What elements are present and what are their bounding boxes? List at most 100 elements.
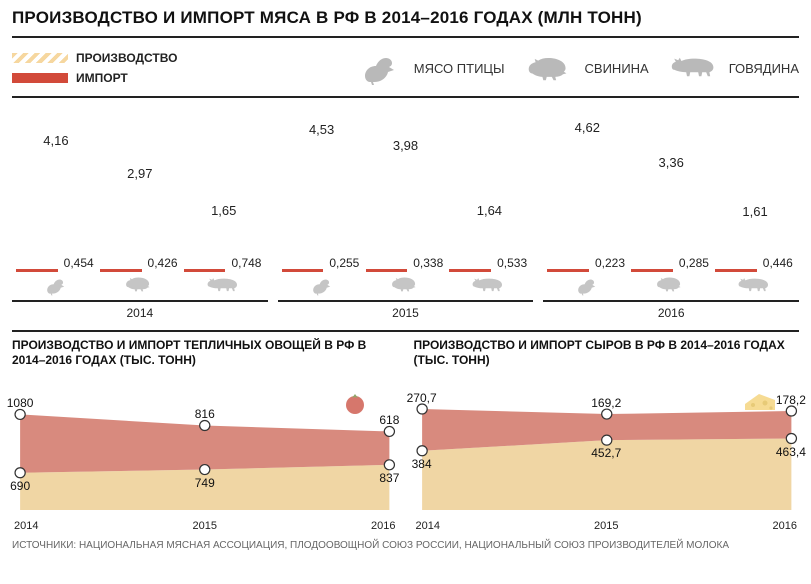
value-import: 0,454: [28, 256, 94, 270]
year-label: 2015: [278, 306, 534, 320]
category-pork: СВИНИНА: [527, 50, 649, 86]
value-import: 1080: [7, 396, 34, 410]
axis-year: 2015: [594, 520, 618, 532]
veg-chart-title: ПРОИЗВОДСТВО И ИМПОРТ ТЕПЛИЧНЫХ ОВОЩЕЙ В…: [12, 338, 398, 370]
swatch-import: [12, 73, 68, 83]
divider: [543, 300, 799, 302]
bar-group: 1,65 0,748: [184, 203, 264, 272]
category-poultry-label: МЯСО ПТИЦЫ: [414, 61, 505, 76]
bar-group: 4,53 0,255: [282, 122, 362, 272]
bar-group: 1,61 0,446: [715, 204, 795, 272]
marker-import: [786, 406, 796, 416]
legend-import: ИМПОРТ: [12, 71, 177, 85]
value-production: 1,65: [184, 203, 264, 218]
value-production: 1,64: [449, 203, 529, 218]
pork-icon: [631, 276, 711, 296]
divider: [278, 300, 534, 302]
value-production: 463,4: [776, 445, 806, 459]
marker-import: [417, 404, 427, 414]
year-label: 2014: [12, 306, 268, 320]
pig-icon: [527, 50, 575, 86]
bar-group: 4,62 0,223: [547, 120, 627, 272]
marker-production: [601, 435, 611, 445]
value-import: 270,7: [407, 391, 437, 405]
category-beef-label: ГОВЯДИНА: [729, 61, 799, 76]
year-block: 4,62 0,223 3,36 0,285 1,61 0,446 2016: [543, 104, 799, 320]
year-block: 4,53 0,255 3,98 0,338 1,64 0,533 2015: [278, 104, 534, 320]
marker-production: [15, 468, 25, 478]
value-import: 0,533: [461, 256, 527, 270]
value-production: 4,62: [547, 120, 627, 135]
value-production: 749: [195, 476, 215, 490]
value-import: 0,748: [195, 256, 261, 270]
category-poultry: МЯСО ПТИЦЫ: [356, 50, 505, 86]
bar-group: 1,64 0,533: [449, 203, 529, 272]
value-production: 3,98: [366, 138, 446, 153]
marker-production: [200, 465, 210, 475]
pork-icon: [366, 276, 446, 296]
marker-production: [384, 460, 394, 470]
value-production: 2,97: [100, 166, 180, 181]
pork-icon: [100, 276, 180, 296]
legend-import-label: ИМПОРТ: [76, 71, 128, 85]
bar-group: 4,16 0,454: [16, 133, 96, 272]
beef-icon: [449, 276, 529, 296]
bar-group: 3,98 0,338: [366, 138, 446, 272]
value-import: 0,223: [559, 256, 625, 270]
beef-icon: [715, 276, 795, 296]
marker-production: [786, 434, 796, 444]
axis-year: 2014: [416, 520, 440, 532]
swatch-production: [12, 53, 68, 63]
value-import: 0,255: [293, 256, 359, 270]
axis-year: 2015: [193, 520, 217, 532]
marker-import: [200, 420, 210, 430]
bar-group: 3,36 0,285: [631, 155, 711, 272]
source-text: ИСТОЧНИКИ: НАЦИОНАЛЬНАЯ МЯСНАЯ АССОЦИАЦИ…: [12, 540, 799, 551]
marker-import: [601, 409, 611, 419]
year-block: 4,16 0,454 2,97 0,426 1,65 0,748 2014: [12, 104, 268, 320]
cow-icon: [671, 50, 719, 86]
value-production: 837: [379, 471, 399, 485]
bar-group: 2,97 0,426: [100, 166, 180, 272]
divider: [12, 330, 799, 332]
divider: [12, 36, 799, 38]
value-import: 178,2: [776, 393, 806, 407]
legend-production: ПРОИЗВОДСТВО: [12, 51, 177, 65]
value-import: 0,446: [727, 256, 793, 270]
value-production: 4,53: [282, 122, 362, 137]
meat-bar-chart: 4,16 0,454 2,97 0,426 1,65 0,748 2014 4,53 0,255…: [12, 104, 799, 320]
value-import: 618: [379, 413, 399, 427]
divider: [12, 300, 268, 302]
value-production: 452,7: [591, 446, 621, 460]
chicken-icon: [356, 50, 404, 86]
poultry-icon: [547, 276, 627, 296]
value-import: 169,2: [591, 396, 621, 410]
category-beef: ГОВЯДИНА: [671, 50, 799, 86]
veg-chart: ПРОИЗВОДСТВО И ИМПОРТ ТЕПЛИЧНЫХ ОВОЩЕЙ В…: [12, 338, 398, 532]
main-title: ПРОИЗВОДСТВО И ИМПОРТ МЯСА В РФ В 2014–2…: [12, 8, 799, 28]
value-import: 816: [195, 407, 215, 421]
poultry-icon: [282, 276, 362, 296]
value-production: 4,16: [16, 133, 96, 148]
marker-production: [417, 446, 427, 456]
value-import: 0,338: [377, 256, 443, 270]
axis-year: 2016: [371, 520, 395, 532]
year-label: 2016: [543, 306, 799, 320]
category-pork-label: СВИНИНА: [585, 61, 649, 76]
value-production: 1,61: [715, 204, 795, 219]
value-import: 0,426: [112, 256, 178, 270]
legend-production-label: ПРОИЗВОДСТВО: [76, 51, 177, 65]
axis-year: 2016: [773, 520, 797, 532]
marker-import: [15, 409, 25, 419]
beef-icon: [184, 276, 264, 296]
value-production: 3,36: [631, 155, 711, 170]
cheese-chart-title: ПРОИЗВОДСТВО И ИМПОРТ СЫРОВ В РФ В 2014–…: [414, 338, 800, 370]
value-import: 0,285: [643, 256, 709, 270]
value-production: 690: [10, 479, 30, 493]
legend-row: ПРОИЗВОДСТВО ИМПОРТ МЯСО ПТИЦЫ СВИНИНА Г…: [12, 44, 799, 92]
divider: [12, 96, 799, 98]
cheese-chart: ПРОИЗВОДСТВО И ИМПОРТ СЫРОВ В РФ В 2014–…: [414, 338, 800, 532]
poultry-icon: [16, 276, 96, 296]
value-production: 384: [412, 457, 432, 471]
marker-import: [384, 426, 394, 436]
